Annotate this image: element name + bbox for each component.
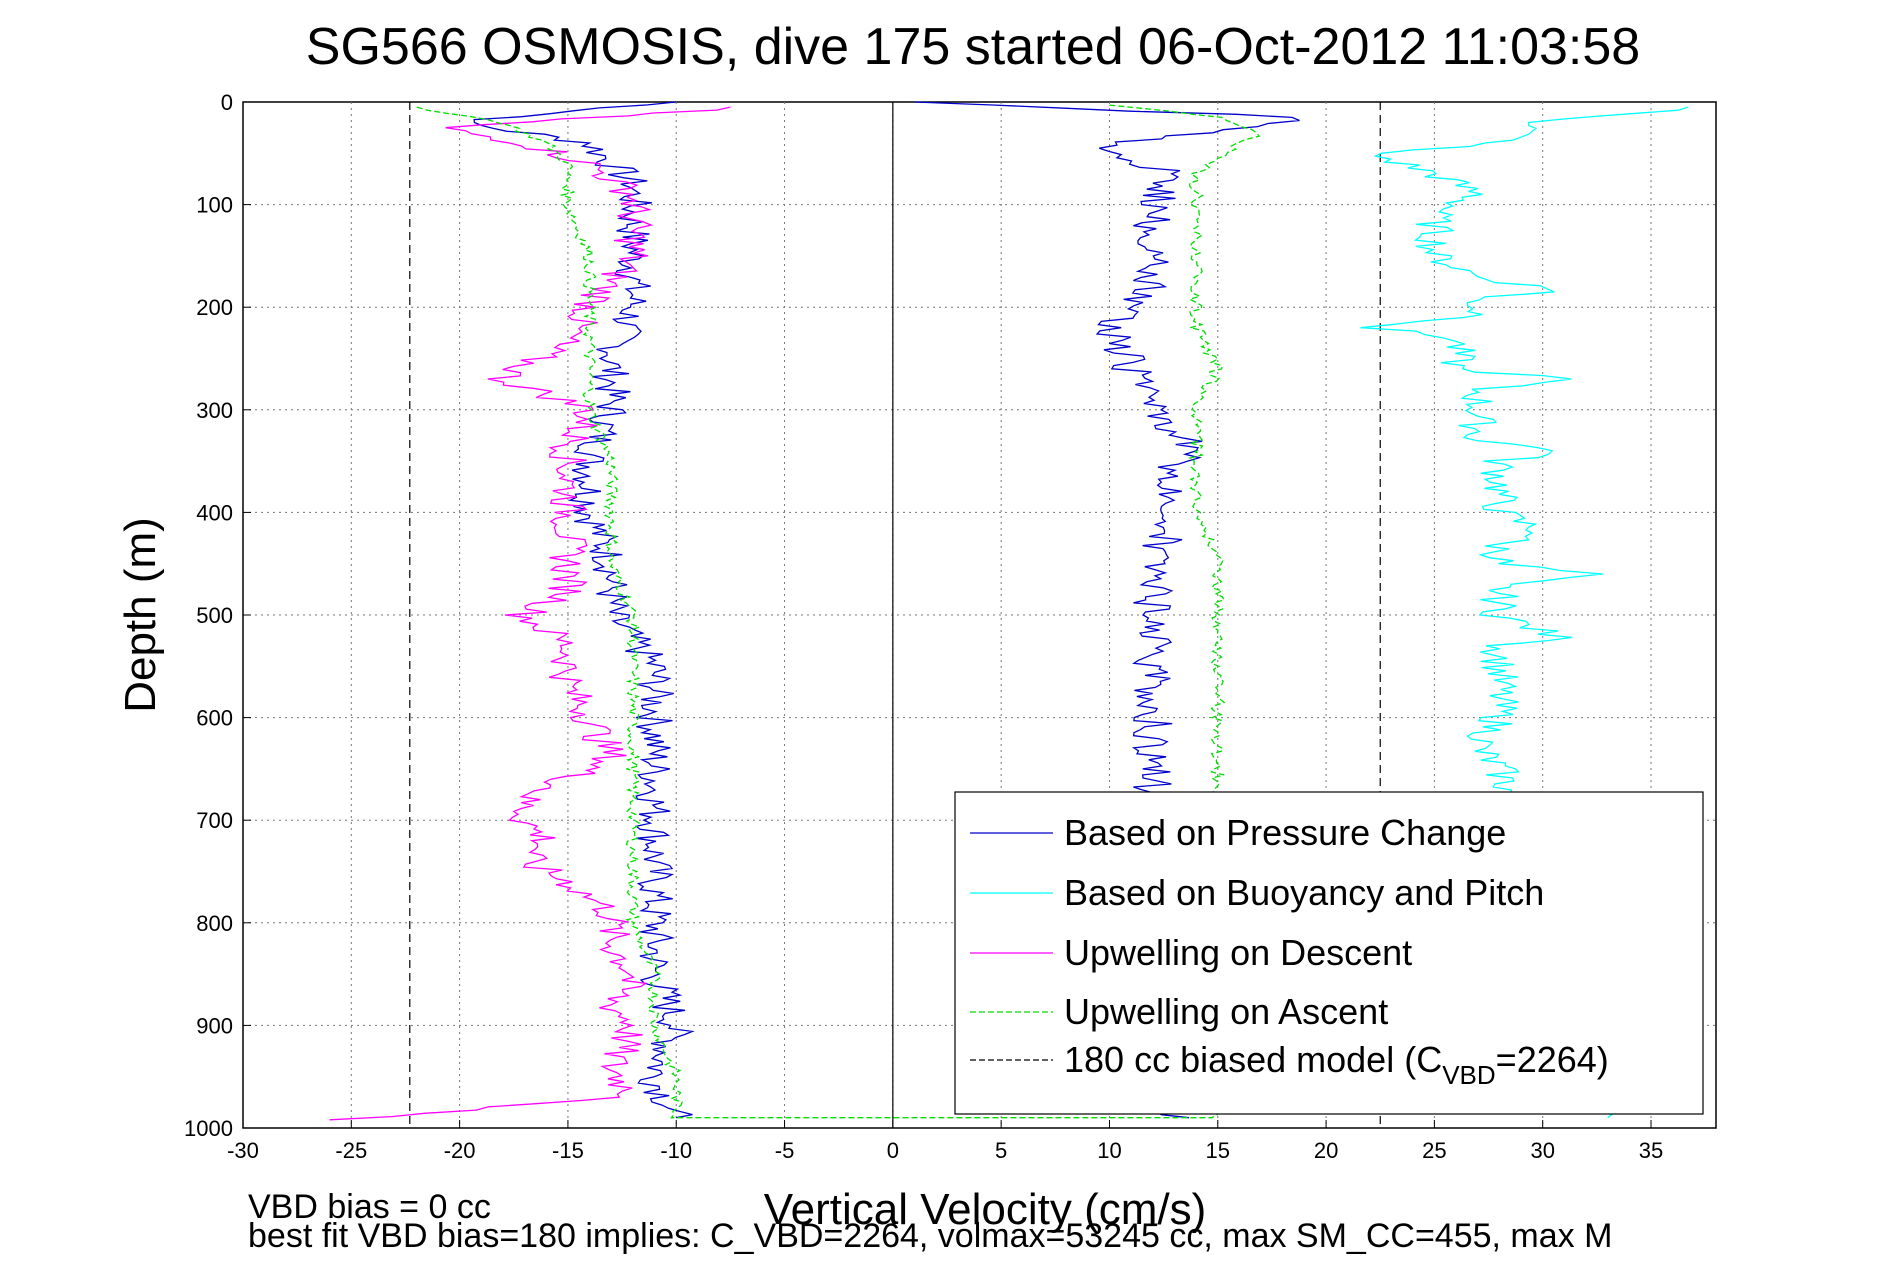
x-tick-label: 35 <box>1639 1138 1663 1163</box>
x-tick-label: 10 <box>1097 1138 1121 1163</box>
x-tick-label: -25 <box>335 1138 367 1163</box>
x-tick-label: 5 <box>995 1138 1007 1163</box>
legend-label-model: 180 cc biased model (CVBD=2264) <box>1064 1039 1609 1090</box>
chart-title: SG566 OSMOSIS, dive 175 started 06-Oct-2… <box>306 18 1640 76</box>
footnote-best-fit: best fit VBD bias=180 implies: C_VBD=226… <box>248 1217 1612 1255</box>
y-tick-label: 700 <box>196 808 233 833</box>
x-tick-label: -15 <box>552 1138 584 1163</box>
legend: Based on Pressure Change Based on Buoyanc… <box>954 791 1704 1115</box>
x-tick-label: -5 <box>775 1138 795 1163</box>
series-line-descent <box>329 106 731 1121</box>
y-tick-label: 300 <box>196 398 233 423</box>
y-tick-label: 100 <box>196 193 233 218</box>
legend-label-pressure: Based on Pressure Change <box>1064 812 1506 853</box>
x-tick-label: 25 <box>1422 1138 1446 1163</box>
x-tick-label: -10 <box>660 1138 692 1163</box>
y-tick-label: 500 <box>196 603 233 628</box>
x-axis-label: Vertical Velocity (cm/s) <box>764 1185 1207 1234</box>
x-tick-label: 30 <box>1530 1138 1554 1163</box>
y-tick-label: 200 <box>196 295 233 320</box>
y-tick-label: 1000 <box>184 1116 233 1141</box>
y-tick-label: 600 <box>196 706 233 731</box>
y-tick-label: 900 <box>196 1013 233 1038</box>
reference-lines <box>409 102 1381 1128</box>
legend-label-buoyancy: Based on Buoyancy and Pitch <box>1064 872 1544 913</box>
x-tick-label: 20 <box>1314 1138 1338 1163</box>
series-line-ascent <box>416 104 1261 1119</box>
y-tick-label: 0 <box>221 90 233 115</box>
legend-label-ascent: Upwelling on Ascent <box>1064 991 1388 1032</box>
y-tick-label: 400 <box>196 500 233 525</box>
x-tick-label: -20 <box>444 1138 476 1163</box>
x-tick-label: 0 <box>887 1138 899 1163</box>
footnote-vbd-bias: VBD bias = 0 cc <box>248 1188 491 1226</box>
x-axis-ticks: -30 -25 -20 -15 -10 -5 0 5 10 15 20 25 30 35 <box>227 1120 1663 1163</box>
y-axis-label: Depth (m) <box>116 517 165 713</box>
y-tick-label: 800 <box>196 911 233 936</box>
legend-box <box>954 791 1704 1115</box>
y-axis-ticks: 0 100 200 300 400 500 600 700 800 900 1000 <box>184 90 251 1141</box>
x-tick-label: -30 <box>227 1138 259 1163</box>
series-line-pressure <box>473 101 695 1119</box>
x-tick-label: 15 <box>1206 1138 1230 1163</box>
legend-label-descent: Upwelling on Descent <box>1064 932 1412 973</box>
